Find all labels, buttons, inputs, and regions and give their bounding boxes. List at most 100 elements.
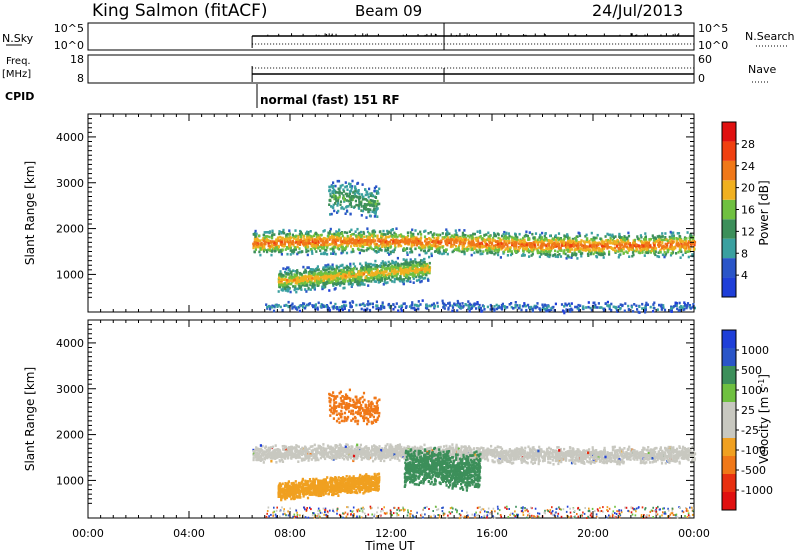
heatmap-cell (343, 300, 346, 304)
heatmap-cell (475, 239, 478, 242)
heatmap-cell (564, 252, 567, 256)
heatmap-cell (661, 238, 665, 242)
heatmap-cell (368, 187, 371, 191)
heatmap-cell (361, 283, 364, 286)
heatmap-cell (423, 230, 426, 233)
heatmap-cell (486, 305, 489, 309)
heatmap-cell (323, 276, 326, 280)
heatmap-cell (316, 306, 319, 310)
heatmap-cell (300, 282, 303, 285)
heatmap-cell (363, 283, 366, 286)
power-colorbar-tick-label: 16 (741, 204, 755, 217)
heatmap-cell (334, 194, 337, 198)
heatmap-cell (675, 302, 678, 305)
heatmap-cell (615, 241, 618, 245)
heatmap-cell (660, 238, 663, 241)
heatmap-cell (365, 216, 368, 219)
heatmap-cell (334, 242, 337, 246)
heatmap-cell (310, 235, 313, 238)
heatmap-cell (329, 281, 332, 284)
heatmap-cell (514, 236, 517, 239)
heatmap-cell (473, 232, 476, 236)
heatmap-cell (600, 244, 604, 248)
heatmap-cell (273, 233, 276, 236)
heatmap-cell (582, 248, 585, 252)
heatmap-cell (552, 253, 555, 257)
heatmap-cell (285, 236, 288, 240)
heatmap-cell (467, 244, 470, 247)
heatmap-cell (335, 268, 338, 272)
heatmap-cell (666, 249, 670, 252)
heatmap-cell (402, 248, 405, 251)
heatmap-cell (302, 243, 305, 246)
heatmap-cell (494, 251, 497, 255)
figure-header: King Salmon (fitACF) Beam 09 24/Jul/2013 (92, 1, 683, 21)
heatmap-cell (345, 206, 348, 209)
heatmap-cell (372, 229, 375, 233)
heatmap-cell (295, 276, 298, 280)
heatmap-cell (361, 245, 364, 249)
heatmap-cell (353, 244, 356, 247)
heatmap-cell (355, 280, 358, 283)
heatmap-cell (364, 242, 367, 245)
heatmap-cell (289, 246, 292, 249)
heatmap-cell (556, 255, 560, 259)
heatmap-cell (490, 246, 493, 249)
heatmap-cell (481, 237, 484, 240)
heatmap-cell (261, 247, 264, 251)
heatmap-cell (643, 246, 646, 249)
heatmap-cell (303, 280, 306, 284)
heatmap-cell (493, 309, 496, 313)
heatmap-cell (604, 302, 607, 305)
heatmap-cell (548, 255, 551, 259)
heatmap-cell (678, 306, 681, 309)
heatmap-cell (420, 245, 424, 249)
heatmap-cell (390, 229, 393, 232)
heatmap-cell (602, 242, 605, 246)
heatmap-cell (434, 250, 437, 253)
heatmap-cell (432, 241, 435, 244)
heatmap-cell (468, 235, 471, 239)
heatmap-cell (256, 237, 259, 241)
heatmap-cell (317, 240, 320, 243)
heatmap-cell (306, 241, 309, 245)
heatmap-cell (289, 290, 292, 294)
heatmap-cell (394, 245, 397, 249)
heatmap-cell (410, 249, 413, 253)
heatmap-cell (645, 461, 648, 464)
heatmap-cell (328, 272, 331, 276)
heatmap-cell (386, 235, 389, 239)
heatmap-cell (385, 270, 388, 273)
heatmap-cell (533, 236, 537, 239)
heatmap-cell (363, 303, 366, 307)
heatmap-cell (564, 243, 567, 247)
heatmap-cell (351, 238, 354, 241)
heatmap-cell (678, 235, 681, 238)
heatmap-cell (418, 268, 421, 272)
heatmap-cell (380, 307, 383, 310)
heatmap-cell (453, 240, 457, 243)
heatmap-cell (265, 240, 268, 244)
heatmap-cell (467, 240, 471, 244)
heatmap-cell (370, 270, 373, 273)
heatmap-cell (523, 302, 526, 305)
heatmap-cell (429, 242, 432, 246)
heatmap-cell (334, 272, 337, 275)
heatmap-cell (514, 241, 517, 245)
heatmap-cell (425, 269, 428, 273)
heatmap-cell (386, 241, 389, 244)
heatmap-cell (677, 242, 680, 246)
heatmap-cell (677, 251, 680, 254)
heatmap-cell (283, 241, 286, 245)
heatmap-cell (339, 200, 343, 203)
heatmap-cell (358, 196, 361, 200)
heatmap-cell (340, 282, 343, 285)
heatmap-cell (455, 232, 458, 235)
heatmap-cell (545, 247, 548, 250)
heatmap-cell (328, 289, 331, 292)
heatmap-cell (471, 235, 474, 238)
power-colorbar-swatch (722, 199, 736, 220)
heatmap-cell (535, 247, 538, 251)
heatmap-cell (311, 272, 314, 275)
heatmap-cell (319, 270, 323, 274)
